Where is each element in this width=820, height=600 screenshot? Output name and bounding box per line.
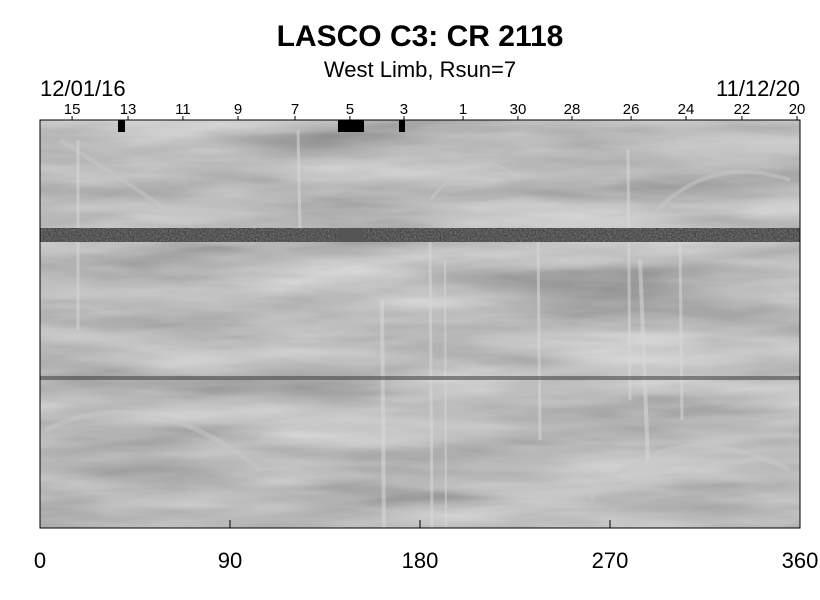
top-tick-label: 9	[234, 101, 242, 118]
x-tick-label: 270	[592, 548, 629, 573]
x-tick-label: 180	[402, 548, 439, 573]
top-tick-label: 13	[120, 101, 137, 118]
top-tick-label: 15	[64, 101, 81, 118]
top-tick-label: 24	[678, 101, 695, 118]
top-tick-label: 5	[346, 101, 354, 118]
top-tick-label: 20	[789, 101, 806, 118]
top-tick-label: 7	[291, 101, 299, 118]
x-tick-label: 360	[782, 548, 819, 573]
x-tick-label: 90	[218, 548, 242, 573]
map-image	[40, 120, 800, 529]
top-tick-label: 11	[175, 101, 191, 118]
top-tick-label: 30	[510, 101, 527, 118]
chart-title: LASCO C3: CR 2118	[277, 20, 564, 53]
x-tick-label: 0	[34, 548, 46, 573]
top-tick-label: 1	[459, 101, 467, 118]
top-tick-label: 22	[734, 101, 751, 118]
top-tick-label: 3	[400, 101, 408, 118]
end-date: 11/12/20	[716, 76, 800, 101]
chart-subtitle: West Limb, Rsun=7	[324, 57, 516, 82]
start-date: 12/01/16	[40, 76, 126, 101]
top-tick-label: 26	[623, 101, 640, 118]
top-tick-label: 28	[564, 101, 581, 118]
